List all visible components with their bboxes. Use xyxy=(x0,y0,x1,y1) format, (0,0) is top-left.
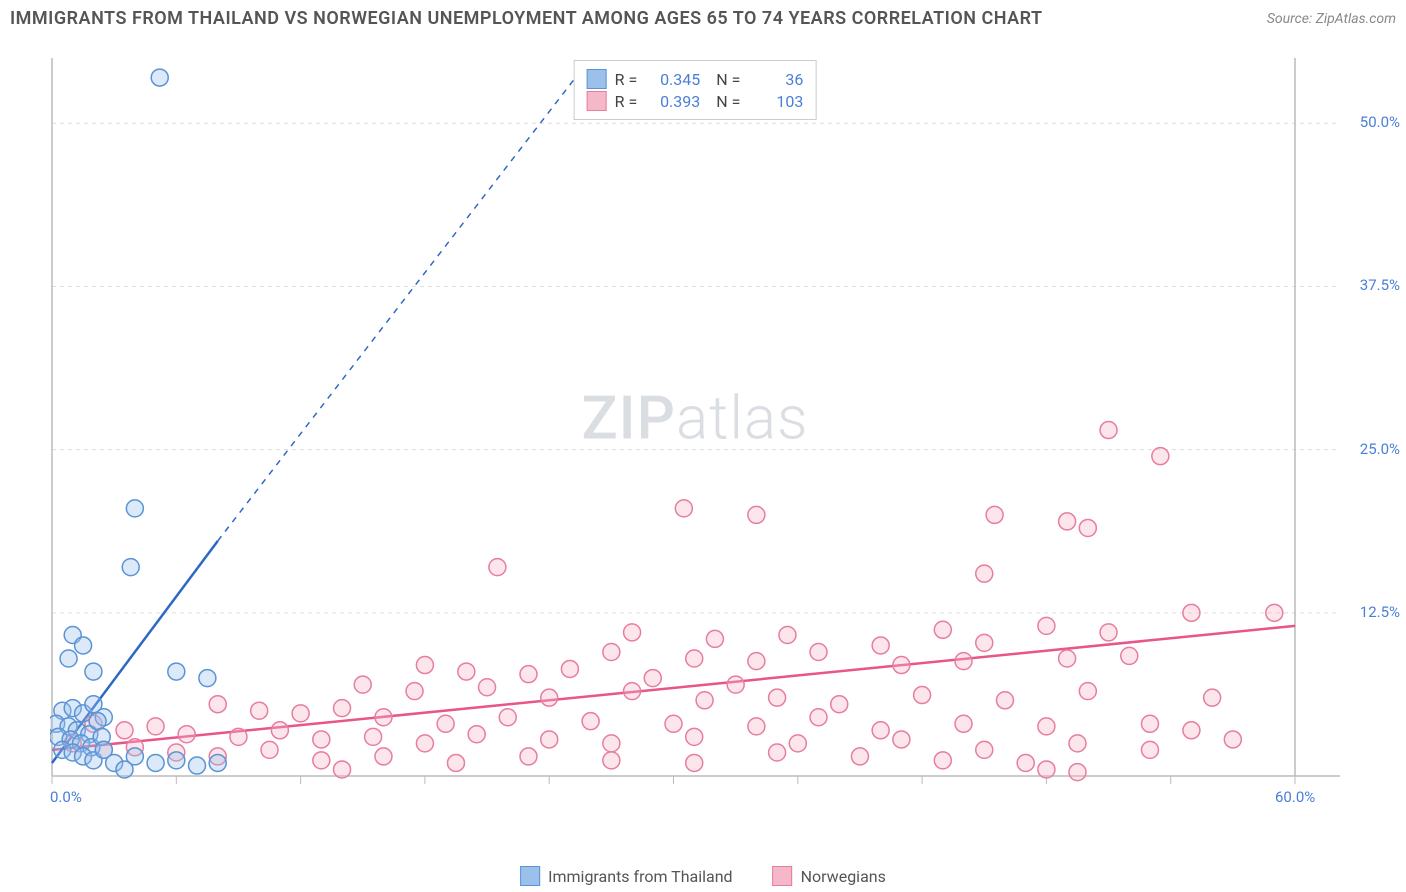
x-tick-label: 60.0% xyxy=(1275,788,1315,806)
legend-swatch-0 xyxy=(587,69,607,89)
legend-label-1: Norwegians xyxy=(801,867,886,886)
legend-swatch-bottom-1 xyxy=(773,866,793,886)
n-value-0: 36 xyxy=(748,70,803,89)
n-value-1: 103 xyxy=(748,92,803,111)
legend-item-0: Immigrants from Thailand xyxy=(520,866,732,886)
y-tick-label: 50.0% xyxy=(1345,113,1400,131)
x-tick-label: 0.0% xyxy=(50,788,82,806)
legend-item-1: Norwegians xyxy=(773,866,886,886)
legend-row-series-1: R = 0.393 N = 103 xyxy=(587,91,804,111)
series-legend: Immigrants from Thailand Norwegians xyxy=(520,866,886,886)
legend-row-series-0: R = 0.345 N = 36 xyxy=(587,69,804,89)
plot-area: ZIPatlas R = 0.345 N = 36 R = 0.393 N = … xyxy=(50,58,1340,808)
r-value-0: 0.345 xyxy=(645,70,700,89)
scatter-plot xyxy=(50,58,1340,808)
legend-swatch-1 xyxy=(587,91,607,111)
legend-swatch-bottom-0 xyxy=(520,866,540,886)
correlation-legend: R = 0.345 N = 36 R = 0.393 N = 103 xyxy=(574,60,817,120)
y-tick-label: 12.5% xyxy=(1345,603,1400,621)
y-tick-label: 37.5% xyxy=(1345,276,1400,294)
legend-label-0: Immigrants from Thailand xyxy=(548,867,732,886)
source-label: Source: ZipAtlas.com xyxy=(1267,11,1396,27)
chart-title: IMMIGRANTS FROM THAILAND VS NORWEGIAN UN… xyxy=(10,8,1043,29)
y-tick-label: 25.0% xyxy=(1345,440,1400,458)
r-value-1: 0.393 xyxy=(645,92,700,111)
